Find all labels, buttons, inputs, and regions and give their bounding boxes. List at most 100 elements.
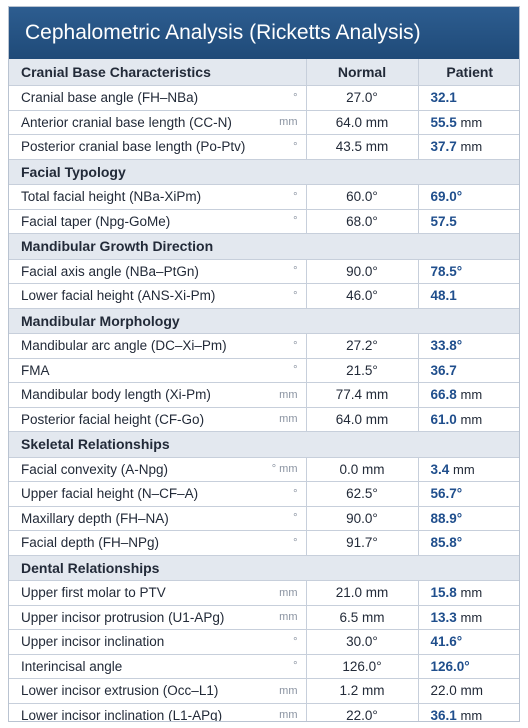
parameter-label: Interincisal angle [21,658,123,674]
parameter-cell: Maxillary depth (FH–NA) ° [9,506,306,531]
patient-cell: 36.1 mm [417,703,519,722]
patient-value: 3.4 [430,461,450,477]
parameter-label: Lower incisor inclination (L1-APg) [21,707,223,722]
patient-cell: 3.4 mm [417,457,519,482]
parameter-cell: Interincisal angle ° [9,654,306,679]
parameter-unit: ° [293,215,298,228]
patient-cell: 48.1 [417,283,519,309]
normal-value: 68.0° [305,209,418,234]
section-row: Mandibular Morphology [9,308,519,334]
parameter-unit: ° [293,512,298,525]
analysis-table: Cranial Base Characteristics Normal Pati… [9,59,519,722]
parameter-cell: Anterior cranial base length (CC-N) mm [9,110,306,135]
table-row: Upper incisor protrusion (U1-APg) mm 6.5 m… [9,605,519,630]
parameter-label: Posterior cranial base length (Po-Ptv) [21,139,246,155]
parameter-unit: ° [293,635,298,648]
patient-unit: mm [460,387,483,403]
normal-value: 0.0 mm [305,457,418,482]
parameter-cell: FMA ° [9,358,306,383]
parameter-unit: mm [279,388,298,401]
parameter-unit: mm [279,684,298,697]
table-row: Lower incisor inclination (L1-APg) mm 22.0… [9,703,519,722]
section-title: Mandibular Growth Direction [9,233,519,260]
parameter-cell: Mandibular arc angle (DC–Xi–Pm) ° [9,333,306,359]
table-row: Upper incisor inclination ° 30.0° 41.6° [9,629,519,655]
normal-value: 62.5° [305,481,418,507]
parameter-label: FMA [21,362,50,378]
parameter-label: Facial taper (Npg-GoMe) [21,213,171,229]
parameter-cell: Upper facial height (N–CF–A) ° [9,481,306,507]
parameter-cell: Facial axis angle (NBa–PtGn) ° [9,259,306,284]
parameter-label: Anterior cranial base length (CC-N) [21,114,232,130]
patient-value: 36.7 [430,362,457,378]
parameter-cell: Facial depth (FH–NPg) ° [9,530,306,556]
table-row: Upper first molar to PTV mm 21.0 mm 15.8 mm [9,580,519,606]
patient-value: 13.3 [430,609,457,625]
parameter-label: Facial axis angle (NBa–PtGn) [21,263,199,279]
patient-cell: 69.0° [417,184,519,210]
table-row: Posterior cranial base length (Po-Ptv) ° 4… [9,134,519,160]
normal-value: 60.0° [305,184,418,210]
parameter-unit: ° [293,339,298,352]
patient-cell: 41.6° [417,629,519,655]
parameter-cell: Upper incisor inclination ° [9,629,306,655]
normal-value: 91.7° [305,530,418,556]
patient-cell: 37.7 mm [417,134,519,160]
table-row: Upper facial height (N–CF–A) ° 62.5° 56.7° [9,481,519,507]
parameter-label: Upper first molar to PTV [21,585,166,601]
normal-value: 30.0° [305,629,418,655]
section-row: Dental Relationships [9,555,519,581]
parameter-label: Upper incisor protrusion (U1-APg) [21,609,225,625]
normal-value: 43.5 mm [305,134,418,160]
section-title: Mandibular Morphology [9,308,519,334]
patient-cell: 36.7 [417,358,519,383]
parameter-unit: mm [279,116,298,129]
parameter-label: Lower incisor extrusion (Occ–L1) [21,683,219,699]
patient-value: 22.0 mm [430,683,484,699]
patient-cell: 33.8° [417,333,519,359]
normal-value: 64.0 mm [305,407,418,432]
parameter-unit: ° [293,190,298,203]
section-title: Dental Relationships [9,555,519,581]
table-body: Cranial base angle (FH–NBa) ° 27.0° 32.1 Ant… [9,85,519,722]
parameter-cell: Lower facial height (ANS-Xi-Pm) ° [9,283,306,309]
cephalometric-analysis-card: Cephalometric Analysis (Ricketts Analysi… [8,6,520,722]
patient-cell: 56.7° [417,481,519,507]
table-row: Maxillary depth (FH–NA) ° 90.0° 88.9° [9,506,519,531]
patient-value: 33.8° [430,338,463,354]
patient-value: 69.0° [430,189,463,205]
table-row: Lower incisor extrusion (Occ–L1) mm 1.2 mm… [9,678,519,704]
table-row: Posterior facial height (CF-Go) mm 64.0 mm… [9,407,519,432]
parameter-label: Upper incisor inclination [21,634,165,650]
patient-cell: 13.3 mm [417,605,519,630]
parameter-cell: Cranial base angle (FH–NBa) ° [9,85,306,111]
parameter-unit: ° [293,487,298,500]
parameter-unit: ° [293,536,298,549]
table-row: FMA ° 21.5° 36.7 [9,358,519,383]
patient-cell: 126.0° [417,654,519,679]
patient-value: 56.7° [430,486,463,502]
table-row: Mandibular body length (Xi-Pm) mm 77.4 mm 6… [9,382,519,408]
patient-unit: mm [460,609,483,625]
patient-unit: mm [460,411,483,427]
table-row: Facial depth (FH–NPg) ° 91.7° 85.8° [9,530,519,556]
patient-value: 78.5° [430,263,463,279]
normal-value: 6.5 mm [305,605,418,630]
parameter-label: Posterior facial height (CF-Go) [21,411,205,427]
patient-value: 57.5 [430,213,457,229]
patient-unit: mm [460,707,483,722]
parameter-label: Mandibular arc angle (DC–Xi–Pm) [21,338,227,354]
table-row: Cranial base angle (FH–NBa) ° 27.0° 32.1 [9,85,519,111]
patient-value: 66.8 [430,387,457,403]
patient-value: 48.1 [430,288,457,304]
section-title: Skeletal Relationships [9,431,519,458]
parameter-unit: ° [293,140,298,153]
parameter-label: Maxillary depth (FH–NA) [21,510,169,526]
parameter-label: Mandibular body length (Xi-Pm) [21,387,211,403]
parameter-unit: mm [279,709,298,722]
header-normal: Normal [305,59,418,86]
patient-cell: 78.5° [417,259,519,284]
parameter-unit: ° [293,289,298,302]
parameter-unit: mm [279,586,298,599]
parameter-unit: ° [293,660,298,673]
